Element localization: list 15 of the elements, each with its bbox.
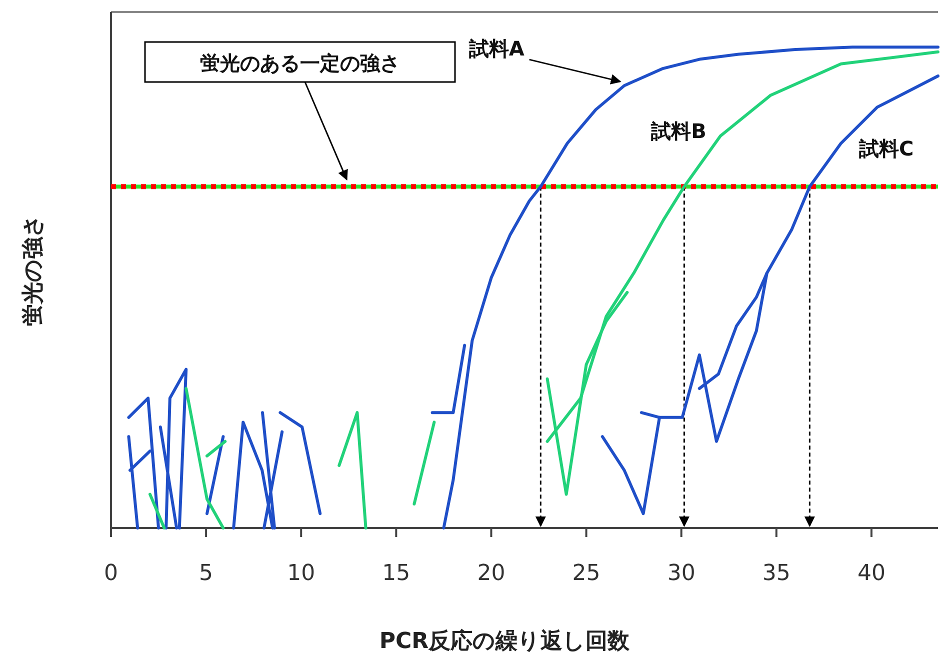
- annotation: 試料C: [858, 136, 914, 160]
- x-tick-label: 35: [762, 561, 790, 586]
- x-tick-label: 0: [104, 561, 118, 586]
- annotation: 試料A: [468, 36, 525, 61]
- annotation: 試料B: [650, 119, 706, 144]
- x-tick-label: 40: [857, 561, 886, 586]
- ref-line-label: 蛍光のある一定の強さ: [200, 51, 400, 75]
- x-tick-label: 15: [382, 561, 410, 586]
- x-tick-label: 30: [667, 561, 696, 586]
- x-tick-label: 5: [199, 561, 214, 586]
- x-tick-label: 20: [477, 561, 506, 586]
- x-tick-label: 25: [572, 561, 600, 586]
- x-tick-label: 10: [287, 561, 316, 586]
- y-axis-title: 蛍光の強さ: [21, 214, 46, 326]
- x-axis-title: PCR反応の繰り返し回数: [379, 628, 631, 654]
